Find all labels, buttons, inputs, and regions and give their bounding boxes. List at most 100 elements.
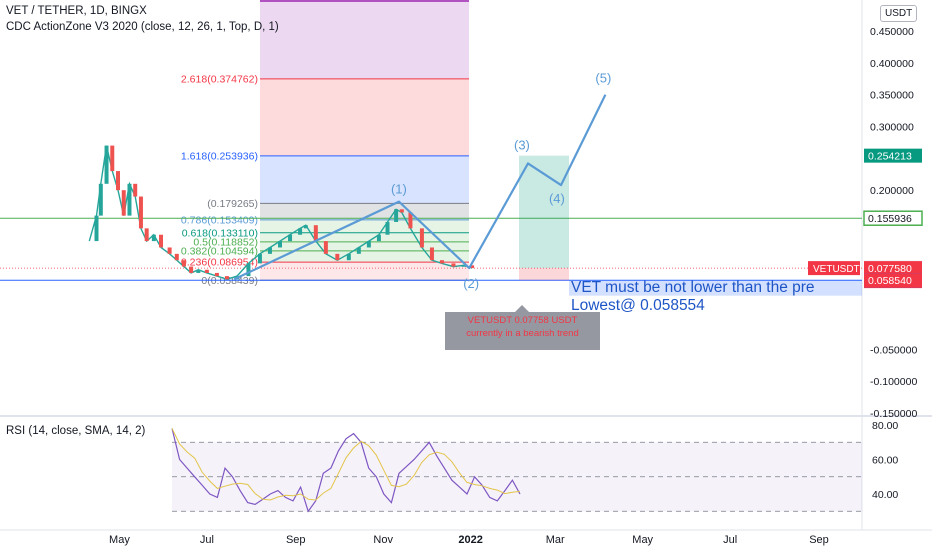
time-tick-label: Jul [723, 534, 737, 546]
price-candle [267, 247, 272, 254]
wave-label: (3) [514, 137, 530, 152]
price-tag-box [864, 148, 922, 163]
price-candle [104, 145, 109, 184]
price-candle [277, 241, 282, 248]
price-candle [429, 247, 434, 261]
price-tag-box [863, 210, 923, 226]
price-tag-label: 0.058540 [868, 275, 912, 287]
fib-zone-purple [260, 0, 469, 79]
time-tick-label: Sep [286, 534, 306, 546]
time-tick-label: 2022 [458, 534, 482, 546]
wave-label: (2) [463, 276, 479, 291]
price-candle [461, 265, 466, 267]
wave-label: (4) [549, 191, 565, 206]
fib-level-label: 0.618(0.133110) [182, 227, 258, 239]
time-tick-label: Mar [546, 534, 565, 546]
fib-level-label: 0.382(0.104594) [181, 245, 258, 257]
lowest-annotation: VET must be not lower than the pre Lowes… [571, 279, 815, 315]
rsi-sma-line [171, 428, 521, 501]
price-candle [224, 276, 229, 280]
wave-label: (1) [391, 182, 407, 197]
lowest-annotation-line2: Lowest@ 0.058554 [571, 297, 705, 314]
price-candle [451, 263, 456, 267]
symbol-title: VET / TETHER, 1D, BINGX [6, 5, 147, 17]
price-candle [303, 225, 308, 229]
price-tag-label: 0.254213 [868, 151, 912, 163]
lowest-annotation-line1: VET must be not lower than the pre [571, 279, 815, 296]
price-candle [298, 228, 303, 235]
price-candle [116, 171, 121, 191]
rsi-title: RSI (14, close, SMA, 14, 2) [6, 425, 146, 437]
price-candle [151, 234, 156, 242]
price-tick-label: -0.150000 [870, 408, 917, 420]
fib-zone-blue [260, 155, 469, 204]
price-candle [110, 145, 115, 172]
price-candle [144, 228, 149, 242]
price-tag-box [864, 273, 922, 288]
price-candle [174, 253, 179, 261]
fib-zone-grey [260, 203, 469, 220]
price-candle [133, 183, 138, 197]
price-candle [246, 263, 251, 277]
price-candle [189, 266, 194, 273]
price-tick-label: -0.050000 [870, 344, 917, 356]
price-tick-label: 0.350000 [870, 90, 914, 102]
time-tick-label: Jul [200, 534, 214, 546]
price-candle [335, 253, 340, 261]
callout-line2: currently in a bearish trend [466, 328, 579, 339]
price-candle [408, 212, 413, 229]
price-candle [470, 265, 475, 269]
symbol-tag-box [808, 261, 860, 276]
price-candle [138, 196, 143, 229]
lowest-zone [569, 280, 862, 296]
rsi-line [171, 428, 521, 513]
price-candle [214, 272, 219, 277]
fib-level-label: 0.786(0.153409) [181, 214, 258, 226]
price-candle [181, 260, 186, 267]
time-tick-label: Nov [373, 534, 393, 546]
price-candle [439, 260, 444, 264]
wave-label: (5) [595, 71, 611, 86]
rsi-tick-label: 80.00 [872, 420, 898, 432]
price-tag-label: 0.077580 [868, 263, 912, 275]
currency-button[interactable]: USDT [880, 5, 918, 22]
price-tick-label: 0.300000 [870, 122, 914, 134]
fib-zone-green [260, 219, 469, 263]
time-tick-label: May [632, 534, 653, 546]
time-tick-label: Sep [809, 534, 829, 546]
price-candle [159, 234, 164, 248]
price-tick-label: 0.400000 [870, 58, 914, 70]
fib-zone-red [260, 78, 469, 156]
price-candle [394, 209, 399, 222]
price-candle [346, 253, 351, 261]
price-series-line [88, 145, 473, 281]
price-tick-label: 0.200000 [870, 185, 914, 197]
price-candle [196, 269, 201, 273]
price-candle [98, 183, 103, 216]
rsi-tick-label: 60.00 [872, 455, 898, 467]
price-candle [323, 241, 328, 254]
fib-level-label: (0.179265) [207, 198, 258, 210]
price-candle [366, 241, 371, 248]
price-candle [127, 183, 132, 216]
symbol-tag-label: VETUSDT [813, 264, 860, 275]
price-tick-label: -0.100000 [870, 376, 917, 388]
indicator-title: CDC ActionZone V3 2020 (close, 12, 26, 1… [6, 21, 279, 33]
price-tag-label: 0.155936 [868, 213, 912, 225]
price-candle [288, 234, 293, 242]
price-candle [313, 225, 318, 242]
price-candle [94, 215, 99, 242]
time-tick-label: May [109, 534, 130, 546]
price-tag-box [864, 261, 922, 276]
fib-level-label: 0(0.058439) [201, 275, 258, 287]
price-candle [257, 253, 262, 264]
rsi-tick-label: 40.00 [872, 489, 898, 501]
price-candle [167, 247, 172, 254]
fib-level-label: 2.618(0.374762) [181, 73, 258, 85]
fib-level-label: 0.5(0.118852) [193, 236, 258, 248]
price-candle [376, 234, 381, 242]
price-candle [356, 247, 361, 254]
price-candle [204, 269, 209, 273]
price-candle [399, 209, 404, 213]
